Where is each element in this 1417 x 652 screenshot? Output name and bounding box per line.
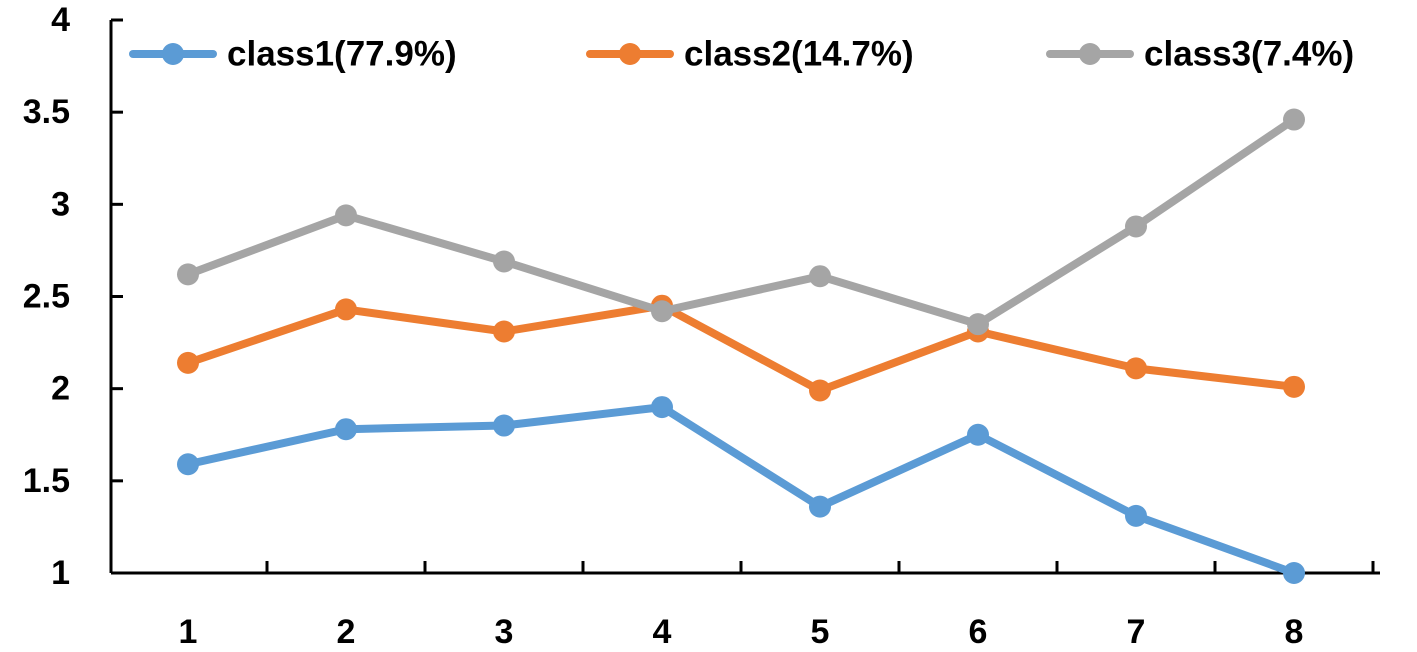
data-point bbox=[1125, 215, 1147, 238]
x-axis-ticks: 1 2 3 4 5 6 7 8 bbox=[179, 561, 1375, 651]
series-line bbox=[184, 301, 1298, 395]
data-point bbox=[177, 351, 199, 374]
legend-item-1: class1(77.9%) bbox=[129, 35, 457, 74]
y-tick-label: 4 bbox=[51, 1, 70, 39]
legend-marker bbox=[619, 43, 641, 65]
series-1 bbox=[177, 396, 1305, 584]
x-tick-label: 2 bbox=[337, 613, 356, 651]
legend-label: class1(77.9%) bbox=[227, 35, 457, 74]
data-point bbox=[335, 418, 357, 441]
legend-label: class2(14.7%) bbox=[684, 35, 914, 74]
x-tick-label: 3 bbox=[495, 613, 514, 651]
y-tick-label: 1.5 bbox=[23, 462, 70, 500]
y-axis-ticks: 1 1.5 2 2.5 3 3.5 4 bbox=[23, 1, 123, 592]
data-point bbox=[651, 300, 673, 323]
data-point bbox=[809, 495, 831, 518]
series-line bbox=[184, 115, 1298, 329]
data-point bbox=[651, 396, 673, 419]
y-tick-label: 1 bbox=[51, 554, 70, 592]
legend-item-3: class3(7.4%) bbox=[1046, 35, 1354, 74]
x-tick-label: 8 bbox=[1285, 613, 1304, 651]
series-line bbox=[184, 403, 1298, 577]
legend-marker bbox=[162, 43, 184, 65]
data-point bbox=[1283, 562, 1305, 584]
series-3 bbox=[177, 108, 1305, 336]
data-point bbox=[177, 263, 199, 286]
data-point bbox=[335, 204, 357, 227]
data-point bbox=[967, 313, 989, 336]
legend-marker bbox=[1079, 43, 1101, 65]
data-point bbox=[1283, 375, 1305, 398]
legend-item-2: class2(14.7%) bbox=[586, 35, 914, 74]
data-point bbox=[1125, 504, 1147, 527]
data-point bbox=[967, 423, 989, 446]
data-point bbox=[1125, 357, 1147, 380]
data-point bbox=[493, 250, 515, 273]
x-tick-label: 4 bbox=[653, 613, 672, 651]
data-point bbox=[809, 379, 831, 402]
x-tick-label: 1 bbox=[179, 613, 198, 651]
data-point bbox=[493, 320, 515, 343]
y-tick-label: 3 bbox=[51, 185, 70, 223]
data-point bbox=[335, 298, 357, 321]
x-tick-label: 5 bbox=[811, 613, 830, 651]
data-point bbox=[493, 414, 515, 437]
x-tick-label: 6 bbox=[969, 613, 988, 651]
y-tick-label: 2.5 bbox=[23, 278, 70, 316]
legend: class1(77.9%) class2(14.7%) class3(7.4%) bbox=[129, 35, 1354, 74]
series-layer bbox=[177, 108, 1305, 584]
data-point bbox=[1283, 108, 1305, 131]
data-point bbox=[177, 453, 199, 476]
legend-label: class3(7.4%) bbox=[1144, 35, 1354, 74]
x-tick-label: 7 bbox=[1127, 613, 1146, 651]
y-tick-label: 2 bbox=[51, 370, 70, 408]
y-tick-label: 3.5 bbox=[23, 93, 70, 131]
data-point bbox=[809, 265, 831, 288]
series-2 bbox=[177, 294, 1305, 402]
